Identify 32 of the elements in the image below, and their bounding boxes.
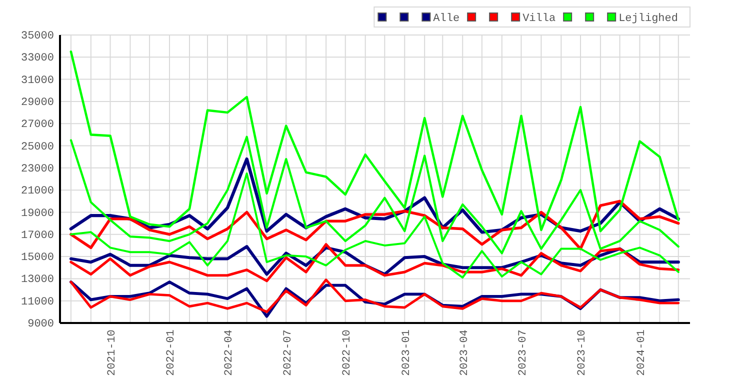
- x-tick-label: 2021-10: [106, 330, 118, 376]
- y-tick-label: 13000: [20, 274, 54, 286]
- line-series: [70, 243, 680, 282]
- x-tick-label: 2022-01: [166, 329, 178, 376]
- y-tick-label: 31000: [20, 74, 54, 87]
- x-tick-label: 2023-07: [517, 330, 530, 376]
- x-tick-label: 2023-04: [458, 329, 471, 376]
- y-tick-label: 35000: [20, 30, 54, 43]
- legend-label: Alle: [433, 13, 460, 25]
- y-tick-label: 27000: [20, 119, 54, 132]
- y-tick-label: 15000: [20, 252, 54, 264]
- y-tick-label: 25000: [20, 141, 54, 154]
- y-tick-label: 23000: [20, 163, 54, 176]
- y-tick-label: 33000: [20, 52, 54, 65]
- y-tick-label: 11000: [20, 296, 54, 308]
- x-tick-label: 2023-10: [576, 330, 589, 376]
- y-tick-label: 19000: [20, 208, 54, 220]
- x-tick-label: 2022-10: [342, 330, 354, 376]
- x-tick-label: 2023-01: [400, 329, 413, 376]
- x-tick-label: 2024-01: [636, 329, 648, 376]
- line-series: [70, 136, 680, 254]
- line-series: [70, 200, 680, 250]
- x-tick-label: 2022-04: [224, 329, 236, 376]
- y-tick-label: 21000: [20, 186, 54, 198]
- y-tick-label: 29000: [20, 96, 54, 109]
- x-tick-label: 2022-07: [282, 330, 294, 376]
- legend-label: Lejlighed: [618, 13, 678, 25]
- legend-label: Villa: [522, 13, 556, 25]
- line-series: [70, 172, 680, 279]
- y-tick-label: 9000: [28, 318, 54, 331]
- y-tick-label: 17000: [20, 230, 54, 242]
- line-series: [70, 50, 680, 232]
